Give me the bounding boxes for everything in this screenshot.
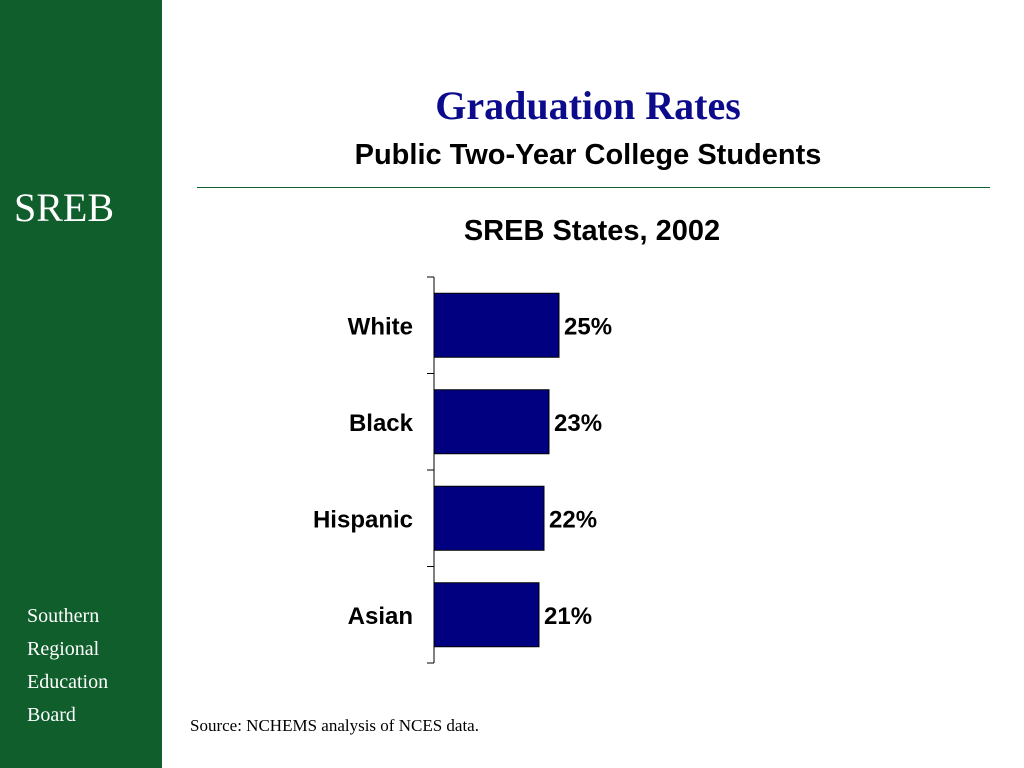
bar-asian — [433, 582, 540, 648]
sidebar: SREB Southern Regional Education Board — [0, 0, 162, 768]
category-label: Hispanic — [313, 506, 413, 533]
page-title: Graduation Rates — [435, 83, 741, 128]
bar-black — [433, 389, 550, 455]
category-label: Black — [349, 410, 414, 437]
page-subtitle: Public Two-Year College Students — [354, 139, 822, 171]
data-label: 25% — [564, 313, 612, 340]
bar-hispanic — [433, 485, 545, 551]
category-label: Asian — [348, 603, 413, 630]
org-line-4: Board — [27, 704, 76, 726]
sreb-logo: SREB — [14, 185, 115, 230]
data-label: 23% — [554, 410, 602, 437]
title-divider — [197, 187, 990, 188]
org-line-1: Southern — [27, 605, 100, 627]
org-line-2: Regional — [27, 638, 100, 660]
data-label: 21% — [544, 603, 592, 630]
organization-name: Southern Regional Education Board — [27, 600, 108, 732]
category-label: White — [348, 313, 413, 340]
data-label: 22% — [549, 506, 597, 533]
bar-white — [433, 292, 560, 358]
chart-title: SREB States, 2002 — [463, 215, 721, 247]
source-note: Source: NCHEMS analysis of NCES data. — [190, 716, 479, 735]
org-line-3: Education — [27, 671, 109, 693]
